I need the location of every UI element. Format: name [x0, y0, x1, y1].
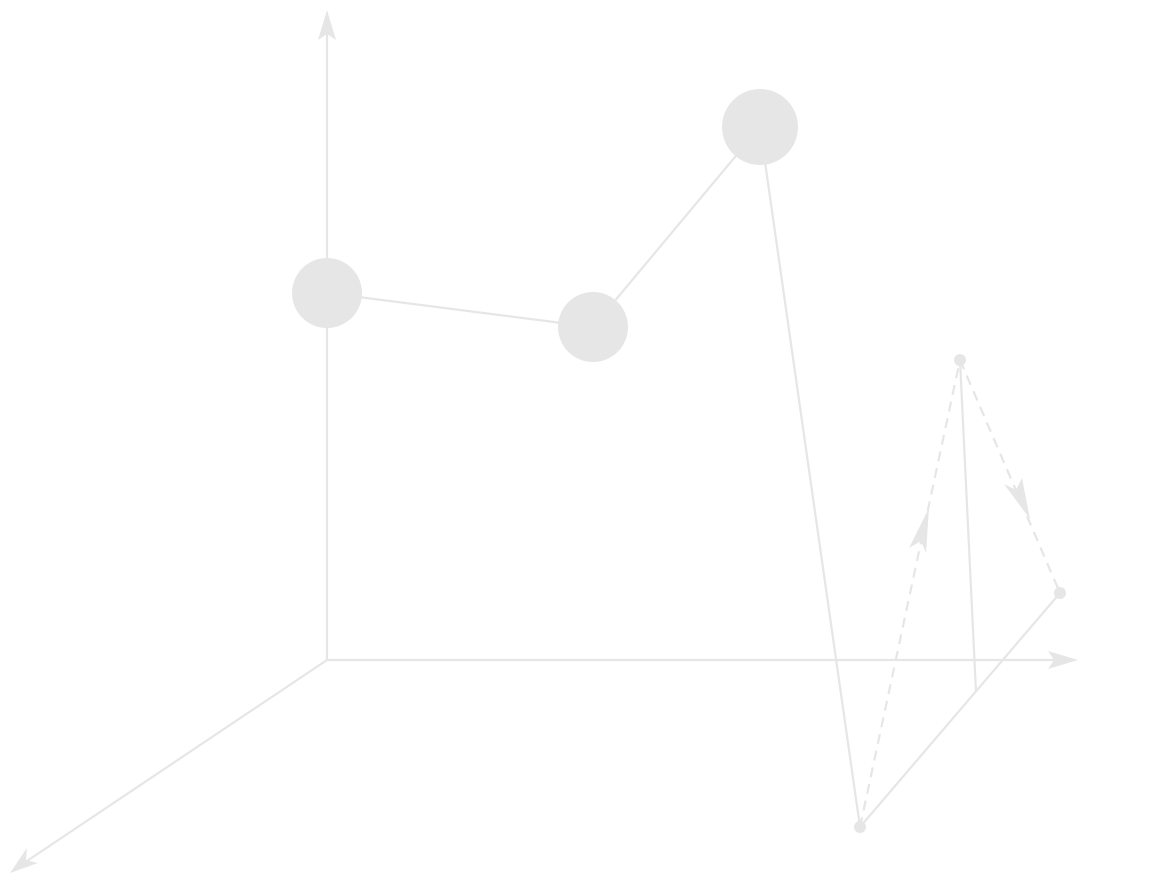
edge-b-c — [592, 126, 761, 328]
node-d — [854, 821, 866, 833]
edge-d-f — [859, 592, 1061, 828]
dashed-edges — [858, 359, 1062, 828]
dashed-edge-e-f-arrow-icon — [1004, 478, 1030, 519]
axes — [10, 10, 1078, 873]
nodes — [292, 89, 1066, 833]
node-e — [954, 354, 966, 366]
edge-c-d — [758, 126, 862, 828]
node-a — [292, 258, 362, 328]
depth-axis — [23, 659, 328, 864]
vertical-axis-arrow-icon — [318, 10, 336, 40]
horizontal-axis-arrow-icon — [1048, 651, 1078, 669]
dashed-edge-e-f — [958, 359, 1062, 594]
edges — [326, 126, 1061, 828]
edge-e-drop — [958, 359, 978, 693]
node-b — [558, 292, 628, 362]
node-c — [722, 89, 798, 165]
depth-axis-arrow-icon — [10, 848, 38, 873]
dashed-edge-d-e — [858, 359, 962, 828]
edge-a-b — [326, 291, 594, 329]
dashed-edge-d-e-arrow-icon — [909, 508, 929, 553]
node-f — [1054, 587, 1066, 599]
